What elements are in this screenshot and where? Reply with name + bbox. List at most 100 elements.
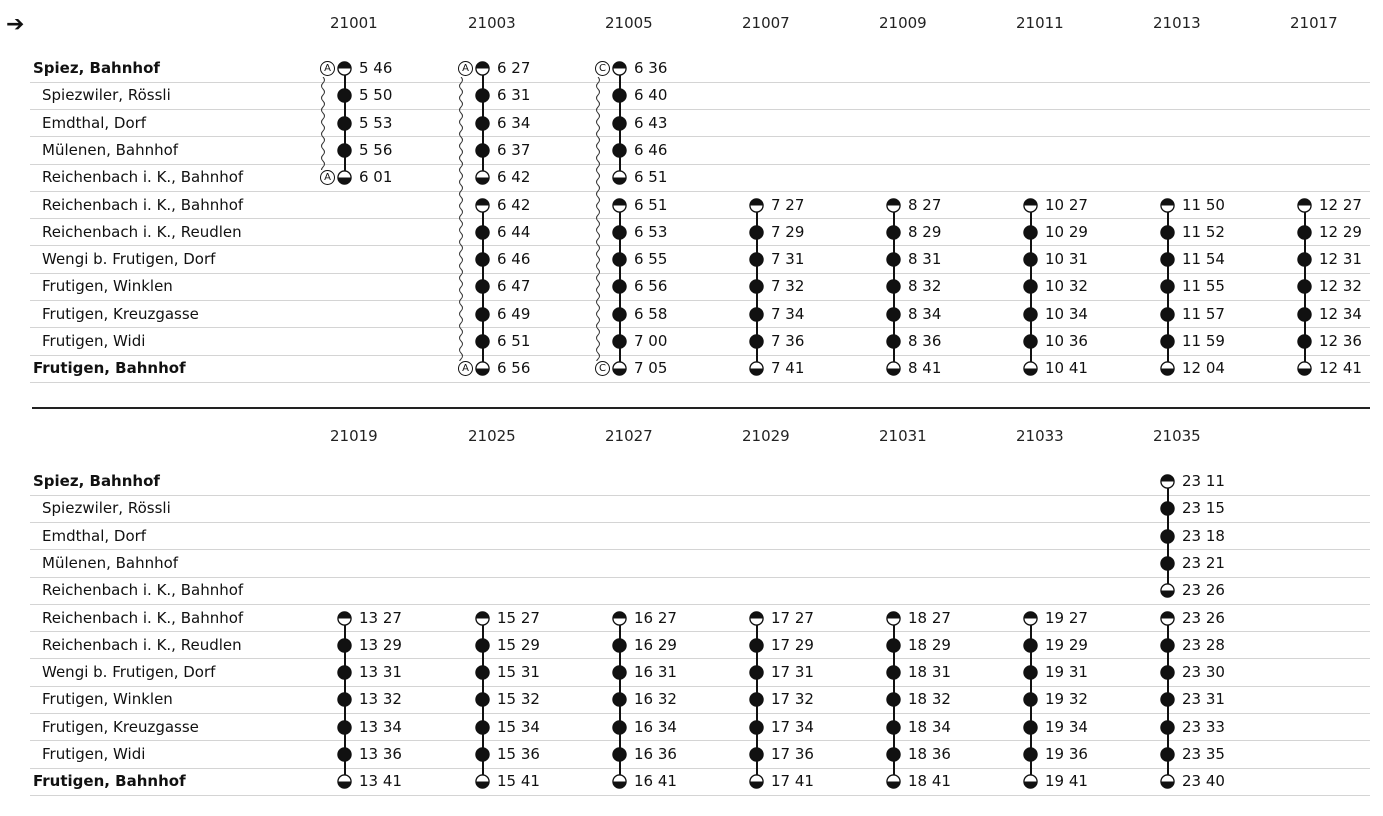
stop-icon [749, 306, 764, 322]
departure-time: 12 31 [1319, 250, 1362, 269]
departure-time: 5 46 [359, 59, 393, 77]
departure-time: 6 36 [634, 59, 668, 77]
stop-icon [337, 692, 352, 708]
stop-icon [475, 225, 490, 240]
stop-icon [1160, 252, 1175, 267]
departure-time: 23 33 [1182, 717, 1225, 736]
departure-time: 6 55 [634, 250, 668, 269]
row-divider [30, 658, 1370, 660]
departure-time: 6 37 [497, 140, 531, 159]
departure-time: 15 27 [497, 608, 540, 627]
stop-icon [612, 143, 627, 158]
stop-icon [749, 638, 764, 653]
departure-time: 12 29 [1319, 222, 1362, 241]
row-divider [30, 300, 1370, 302]
departure-icon [612, 610, 627, 626]
departure-time: 16 27 [634, 608, 677, 627]
stop-icon [1297, 306, 1312, 322]
stop-icon [1023, 279, 1038, 295]
departure-time: 6 58 [634, 304, 668, 323]
departure-time: 10 27 [1045, 195, 1088, 214]
departure-time: 17 31 [771, 663, 814, 682]
stop-icon [337, 638, 352, 653]
train-number: 21027 [605, 427, 653, 445]
stop-icon [475, 334, 490, 349]
departure-time: 19 34 [1045, 717, 1088, 736]
departure-time: 11 50 [1182, 195, 1225, 214]
arrival-icon [337, 170, 352, 185]
departure-time: 8 27 [908, 195, 942, 214]
stop-icon [475, 638, 490, 653]
departure-time: 11 59 [1182, 332, 1225, 350]
departure-icon [886, 197, 901, 213]
stop-icon [475, 747, 490, 762]
arrival-icon [612, 774, 627, 790]
train-number: 21017 [1290, 14, 1338, 32]
departure-time: 6 46 [634, 140, 668, 159]
departure-time: 18 29 [908, 635, 951, 654]
station-name: Spiezwiler, Rössli [42, 86, 171, 105]
departure-time: 10 34 [1045, 304, 1088, 323]
train-number: 21007 [742, 14, 790, 32]
row-divider [30, 713, 1370, 715]
departure-time: 17 36 [771, 745, 814, 763]
departure-icon [1023, 610, 1038, 626]
departure-time: 12 36 [1319, 332, 1362, 350]
stop-icon [886, 252, 901, 267]
departure-time: 7 32 [771, 277, 805, 296]
departure-time: 13 36 [359, 745, 402, 763]
stop-icon [1160, 225, 1175, 240]
departure-time: 10 36 [1045, 332, 1088, 350]
row-divider [30, 190, 1370, 192]
station-name: Reichenbach i. K., Bahnhof [42, 195, 244, 214]
train-number: 21035 [1153, 427, 1201, 445]
stop-icon [475, 692, 490, 708]
station-name: Spiezwiler, Rössli [42, 499, 171, 518]
stop-icon [475, 665, 490, 680]
departure-time: 12 41 [1319, 359, 1362, 378]
stop-icon [1023, 692, 1038, 708]
row-divider [30, 354, 1370, 356]
station-name: Mülenen, Bahnhof [42, 553, 179, 572]
stop-icon [886, 638, 901, 653]
departure-icon [1160, 474, 1175, 489]
train-number: 21031 [879, 427, 927, 445]
train-number: 21029 [742, 427, 790, 445]
train-number: 21019 [330, 427, 378, 445]
arrival-icon [1023, 361, 1038, 377]
departure-time: 13 41 [359, 772, 402, 791]
departure-time: 17 29 [771, 635, 814, 654]
departure-time: 7 27 [771, 195, 805, 214]
stop-icon [1023, 225, 1038, 240]
departure-time: 6 51 [497, 332, 531, 350]
arrival-icon [1160, 774, 1175, 790]
departure-time: 8 41 [908, 359, 942, 378]
departure-icon [886, 610, 901, 626]
departure-time: 17 27 [771, 608, 814, 627]
station-name: Emdthal, Dorf [42, 526, 147, 545]
departure-time: 19 27 [1045, 608, 1088, 627]
service-note-c: C [595, 61, 610, 76]
departure-time: 16 34 [634, 717, 677, 736]
train-number: 21005 [605, 14, 653, 32]
departure-time: 6 47 [497, 277, 531, 296]
departure-time: 12 27 [1319, 195, 1362, 214]
stop-icon [1023, 252, 1038, 267]
departure-time: 7 31 [771, 250, 805, 269]
departure-time: 13 31 [359, 663, 402, 682]
stop-icon [886, 306, 901, 322]
departure-time: 23 28 [1182, 635, 1225, 654]
departure-time: 11 55 [1182, 277, 1225, 296]
timetable-block-1: 21001 21003 21005 21007 21009 21011 21013 21017… [0, 0, 1383, 400]
train-number: 21033 [1016, 427, 1064, 445]
departure-time: 18 36 [908, 745, 951, 763]
departure-icon [475, 610, 490, 626]
arrival-icon [475, 170, 490, 185]
departure-time: 12 34 [1319, 304, 1362, 323]
departure-time: 23 40 [1182, 772, 1225, 791]
departure-time: 6 49 [497, 304, 531, 323]
departure-time: 19 29 [1045, 635, 1088, 654]
station-name: Frutigen, Widi [42, 745, 146, 763]
stop-icon [749, 334, 764, 349]
departure-time: 6 56 [634, 277, 668, 296]
